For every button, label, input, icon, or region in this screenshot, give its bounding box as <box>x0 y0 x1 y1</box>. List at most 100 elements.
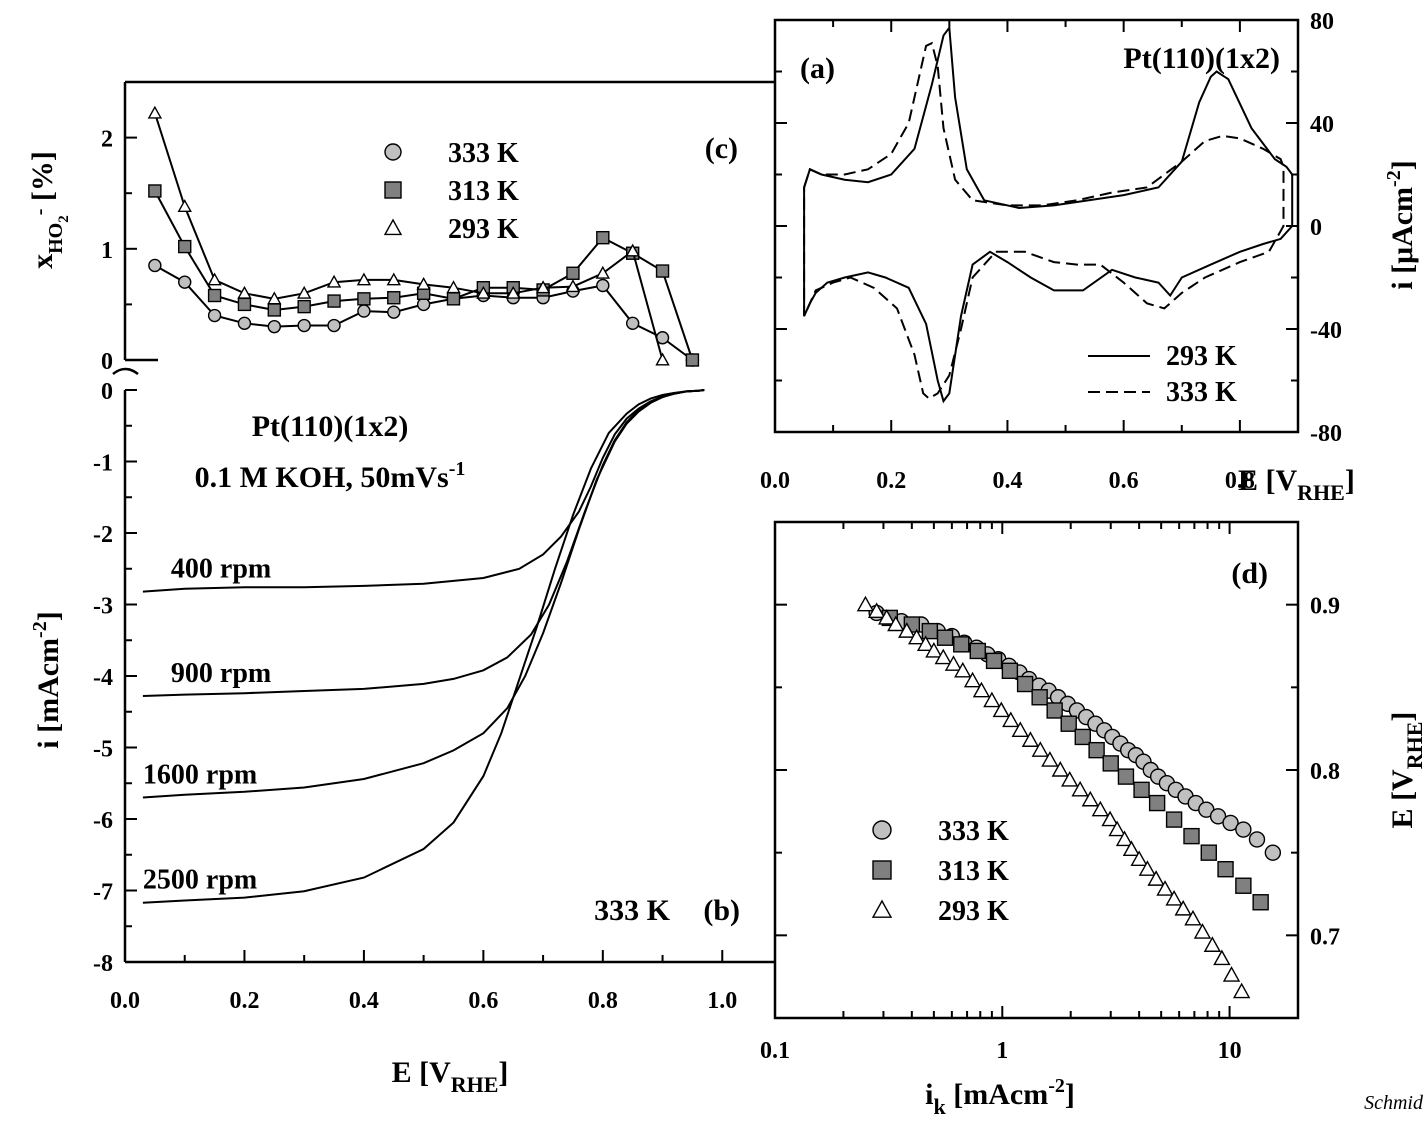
panel-a-y-axis-label: i [μAcm-2] <box>1383 160 1419 289</box>
panel-b-y-tick-label: -3 <box>93 594 113 620</box>
panel-a-x-tick-label: 0.6 <box>1109 468 1139 494</box>
panel-a-label: (a) <box>800 52 835 85</box>
panel-d-data-point <box>985 652 1003 670</box>
panel-d-y-tick-label: 0.9 <box>1310 594 1340 620</box>
panel-c-data-point <box>446 280 461 294</box>
credit-text: Schmid <box>1364 1092 1423 1114</box>
panel-a-legend-label: 333 K <box>1166 377 1237 408</box>
panel-c-data-point <box>446 292 461 306</box>
panel-d-data-point <box>925 642 943 658</box>
panel-c-data-point <box>267 303 282 317</box>
panel-d-data-point <box>1108 820 1126 837</box>
panel-c-data-point <box>625 316 640 331</box>
panel-a-y-tick-label: 40 <box>1310 112 1334 138</box>
panel-d-data-point <box>907 628 926 645</box>
panel-a-y-tick-label: -80 <box>1310 421 1342 447</box>
panel-c-data-point <box>595 265 611 279</box>
panel-c-data-point <box>596 230 610 245</box>
panel-d-data-point <box>953 636 970 653</box>
panel-d-data-point <box>916 635 935 652</box>
panel-b-x-tick-label: 0.8 <box>588 988 618 1014</box>
panel-d-data-point <box>1061 770 1079 787</box>
panel-b-annotation: 333 K <box>594 894 671 927</box>
panel-c-y-tick-label: 2 <box>101 127 113 153</box>
panel-d-data-point <box>1115 830 1134 847</box>
panel-d-data-point <box>1148 794 1166 812</box>
panel-d-data-point <box>1060 715 1077 732</box>
panel-b-y-tick-label: -1 <box>93 451 113 477</box>
panel-c-data-point <box>147 105 163 119</box>
panel-b-y-tick-label: -7 <box>93 880 113 906</box>
panel-d-data-point <box>1264 844 1282 861</box>
panel-d-data-point <box>1209 808 1227 825</box>
panel-d-legend-label: 293 K <box>938 896 1009 927</box>
panel-d-data-point <box>963 671 982 688</box>
panel-c-data-point <box>178 239 192 254</box>
panel-d-data-point <box>1200 844 1217 861</box>
panel-d-data-point <box>944 655 963 671</box>
panel-c-data-point <box>357 292 371 306</box>
panel-b-x-tick-label: 1.0 <box>707 988 737 1014</box>
panel-c-data-point <box>387 305 401 319</box>
panel-d-legend-marker <box>872 860 892 880</box>
panel-c-data-point <box>416 276 431 290</box>
panel-d-data-point <box>1213 949 1231 966</box>
panel-d-data-point <box>898 622 916 638</box>
panel-d-y-tick-label: 0.8 <box>1310 759 1340 785</box>
panel-b-series-label: 2500 rpm <box>143 865 257 896</box>
panel-a-x-tick-label: 0.8 <box>1225 468 1255 494</box>
panel-c-data-point <box>326 274 342 288</box>
panel-d-data-point <box>921 622 939 640</box>
panel-d-data-point <box>1174 899 1192 916</box>
panel-b-series-label: 900 rpm <box>171 658 271 689</box>
panel-c-data-point <box>535 280 551 294</box>
panel-d-data-point <box>1138 860 1157 876</box>
panel-c-data-point <box>148 184 162 198</box>
panel-c-y-axis-label: xHO2- [%] <box>26 151 72 269</box>
panel-c-data-point <box>685 353 700 367</box>
panel-d-legend-label: 313 K <box>938 856 1009 887</box>
panel-d-data-point <box>1232 982 1251 999</box>
panel-c-data-point <box>387 291 401 305</box>
panel-c-data-point <box>237 297 252 312</box>
panel-d-x-axis-label: ik [mAcm-2] <box>925 1075 1075 1119</box>
panel-d-data-point <box>1156 880 1174 896</box>
panel-d-data-point <box>1222 966 1241 982</box>
panel-d-data-point <box>1002 711 1020 728</box>
panel-a-x-tick-label: 0.0 <box>760 468 790 494</box>
panel-b-y-tick-label: -8 <box>93 951 113 977</box>
panel-d-data-point <box>1091 800 1110 817</box>
panel-c-data-point <box>267 319 282 334</box>
panel-d-data-point <box>1133 781 1150 799</box>
panel-b-series-line-2 <box>142 389 705 799</box>
panel-d-data-point <box>1248 831 1266 848</box>
panel-c-data-point <box>357 304 371 318</box>
panel-a-x-tick-label: 0.2 <box>876 468 906 494</box>
panel-b-label: (b) <box>703 894 740 927</box>
panel-d-x-tick-label: 1 <box>996 1038 1008 1064</box>
panel-d-data-point <box>1074 728 1091 746</box>
panel-b-x-tick-label: 0.0 <box>110 988 140 1014</box>
panel-d-legend-marker <box>871 899 893 918</box>
panel-d-data-point <box>1252 894 1269 911</box>
panel-d-data-point <box>969 642 986 660</box>
panel-b-y-tick-label: 0 <box>101 379 113 405</box>
panel-d-data-point <box>887 615 905 632</box>
panel-d-data-point <box>1041 751 1059 767</box>
panel-d-data-point <box>954 661 972 678</box>
panel-d-data-point <box>1235 877 1252 894</box>
panel-d-data-point <box>1235 821 1252 838</box>
panel-b-y-axis-label: i [mAcm-2] <box>29 611 65 748</box>
panel-d-legend-marker <box>872 820 892 840</box>
panel-d-data-point <box>1183 827 1200 845</box>
panel-c-data-point <box>327 318 341 333</box>
panel-b-title: Pt(110)(1x2) <box>252 410 409 443</box>
panel-a-title: Pt(110)(1x2) <box>1123 42 1280 75</box>
panel-c-data-point <box>565 279 581 293</box>
panel-c-legend-marker <box>384 143 402 161</box>
panel-c-legend-label: 333 K <box>448 138 519 169</box>
panel-a-y-tick-label: -40 <box>1310 318 1342 344</box>
panel-c-data-point <box>207 288 222 303</box>
panel-c-legend-marker <box>384 181 402 199</box>
